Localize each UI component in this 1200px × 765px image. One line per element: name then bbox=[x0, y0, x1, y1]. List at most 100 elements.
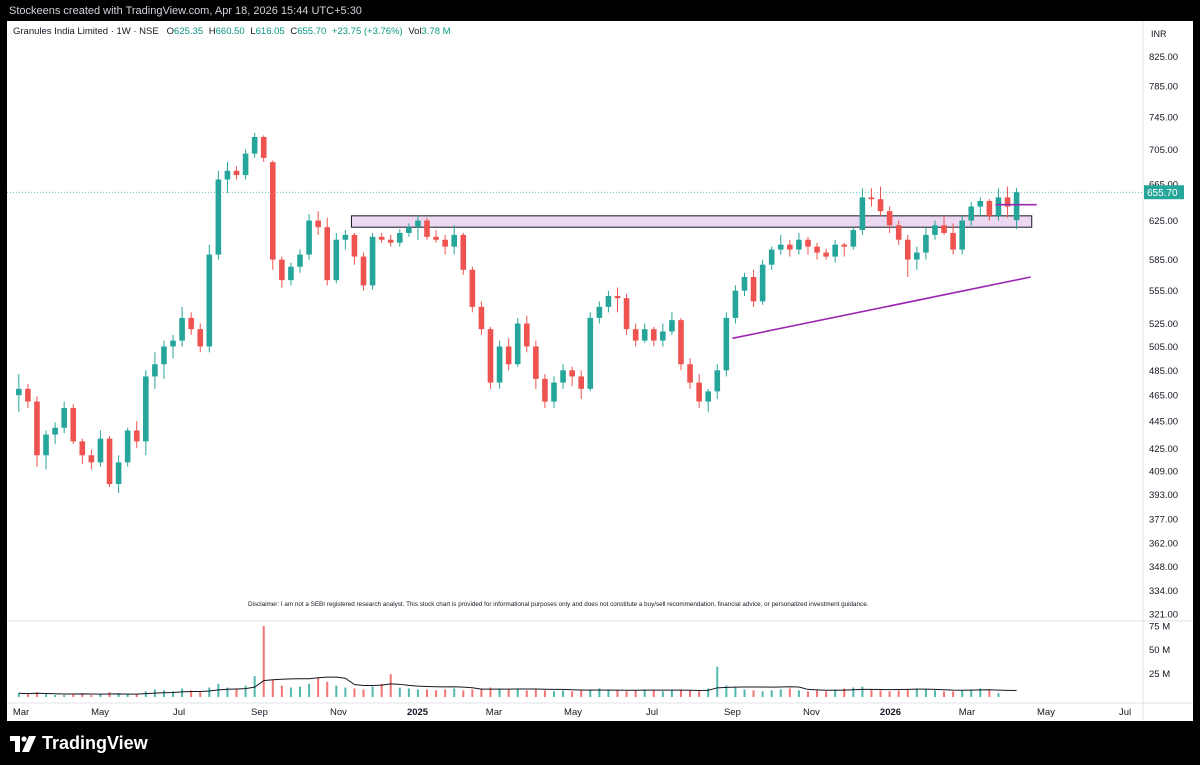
volume-bar bbox=[444, 689, 447, 697]
volume-bar bbox=[734, 687, 737, 697]
volume-tick-label: 75 M bbox=[1149, 622, 1170, 633]
volume-bar bbox=[779, 689, 782, 697]
candle-body bbox=[587, 317, 594, 389]
candle-body bbox=[143, 376, 149, 442]
candle-body bbox=[378, 236, 385, 240]
volume-bar bbox=[888, 691, 891, 697]
candle-body bbox=[79, 441, 86, 456]
volume-bar bbox=[181, 688, 184, 697]
tradingview-logo[interactable]: TradingView bbox=[10, 733, 148, 754]
candle-body bbox=[950, 232, 956, 250]
price-tick-label: 321.00 bbox=[1149, 610, 1178, 621]
attribution-text: Stockeens created with TradingView.com, … bbox=[9, 5, 362, 17]
candle-body bbox=[424, 220, 430, 237]
candle-body bbox=[124, 430, 131, 463]
candle-body bbox=[814, 246, 820, 253]
candle-body bbox=[578, 376, 585, 389]
candle-body bbox=[387, 239, 394, 243]
candle-body bbox=[415, 220, 421, 228]
volume-bar bbox=[108, 692, 111, 697]
high-value: 660.50 bbox=[215, 26, 245, 37]
volume-bar bbox=[289, 687, 292, 697]
price-tick-label: 334.00 bbox=[1149, 586, 1178, 597]
candle-body bbox=[560, 370, 566, 383]
time-tick-label: May bbox=[1037, 707, 1055, 718]
candle-body bbox=[487, 329, 494, 383]
candle-body bbox=[614, 296, 621, 299]
volume-bar bbox=[35, 692, 38, 697]
candle-body bbox=[823, 252, 829, 257]
candle-body bbox=[279, 259, 285, 281]
volume-bar bbox=[797, 690, 800, 697]
candle-body bbox=[369, 236, 376, 286]
last-price-tag bbox=[1144, 185, 1184, 200]
volume-bar bbox=[308, 683, 311, 697]
candle-body bbox=[451, 234, 458, 247]
volume-bar bbox=[471, 689, 474, 697]
price-chart[interactable]: INR 825.00 785.00 745.00 705.00 665.00 625.00 5… bbox=[0, 0, 1200, 721]
volume-bar bbox=[970, 689, 973, 697]
candle-body bbox=[460, 234, 467, 270]
candle-body bbox=[714, 370, 721, 392]
candle-body bbox=[269, 162, 276, 260]
volume-bar bbox=[453, 688, 456, 697]
price-tick-label: 409.00 bbox=[1149, 466, 1178, 477]
volume-bar bbox=[725, 685, 728, 697]
volume-bar bbox=[643, 689, 646, 697]
volume-bar bbox=[698, 691, 701, 697]
candle-body bbox=[233, 170, 240, 176]
low-label: L bbox=[250, 26, 256, 37]
candle-body bbox=[260, 136, 267, 158]
last-price-label: 655.70 bbox=[1147, 188, 1178, 199]
volume-value: 3.78 M bbox=[421, 26, 451, 37]
volume-bar bbox=[679, 689, 682, 697]
open-label: O bbox=[166, 26, 175, 37]
volume-bar bbox=[344, 687, 347, 697]
candle-body bbox=[34, 401, 40, 456]
volume-bar bbox=[716, 666, 719, 697]
candle-body bbox=[396, 232, 403, 243]
price-tick-label: 585.00 bbox=[1149, 255, 1178, 266]
time-tick-label: May bbox=[564, 707, 582, 718]
time-tick-label: 2025 bbox=[407, 707, 429, 718]
volume-bar bbox=[45, 694, 48, 697]
candle-body bbox=[542, 378, 548, 402]
volume-bar bbox=[54, 695, 57, 697]
price-tick-label: 555.00 bbox=[1149, 286, 1178, 297]
candle-body bbox=[1013, 192, 1020, 221]
symbol-label[interactable]: Granules India Limited · 1W · NSE bbox=[13, 26, 159, 37]
volume-bar bbox=[199, 692, 202, 697]
tradingview-logo-icon bbox=[10, 735, 36, 752]
candle-body bbox=[505, 346, 512, 365]
candle-body bbox=[115, 462, 122, 485]
candle-body bbox=[61, 407, 67, 428]
candle-body bbox=[206, 254, 213, 347]
candle-body bbox=[877, 199, 884, 212]
candle-body bbox=[696, 382, 702, 402]
low-value: 616.05 bbox=[255, 26, 285, 37]
volume-bar bbox=[353, 688, 356, 697]
chart-frame[interactable] bbox=[7, 21, 1193, 721]
close-value: 655.70 bbox=[297, 26, 327, 37]
candle-body bbox=[596, 306, 603, 318]
volume-bar bbox=[843, 688, 846, 697]
candle-body bbox=[333, 239, 340, 281]
candle-body bbox=[995, 197, 1002, 216]
ohlc-legend: Granules India Limited · 1W · NSE O625.3… bbox=[13, 26, 454, 37]
volume-bar bbox=[271, 679, 274, 697]
volume-bar bbox=[598, 688, 601, 697]
price-tick-label: 825.00 bbox=[1149, 52, 1178, 63]
volume-bar bbox=[961, 690, 964, 697]
volume-bar bbox=[752, 690, 755, 697]
candle-body bbox=[895, 225, 902, 240]
volume-bar bbox=[616, 690, 619, 697]
candle-body bbox=[914, 252, 920, 260]
volume-bar bbox=[117, 693, 120, 697]
volume-bar bbox=[924, 689, 927, 697]
price-tick-label: 745.00 bbox=[1149, 112, 1178, 123]
time-tick-label: Jul bbox=[173, 707, 185, 718]
volume-bar bbox=[806, 691, 809, 697]
volume-bar bbox=[952, 691, 955, 697]
close-label: C bbox=[290, 26, 298, 37]
volume-bar bbox=[172, 691, 175, 697]
